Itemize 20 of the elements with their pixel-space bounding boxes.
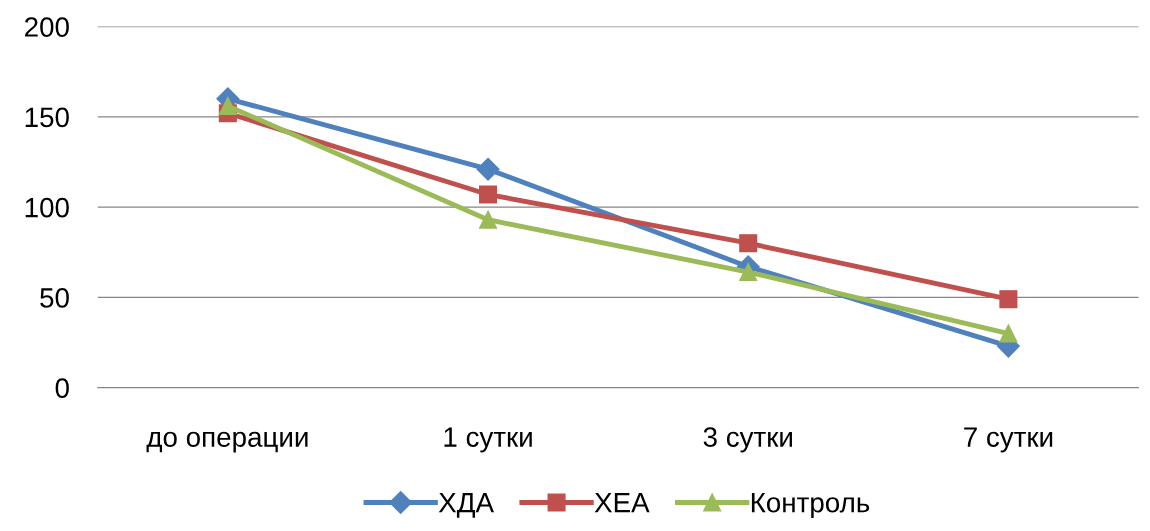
x-tick-label: 7 сутки [964, 427, 1053, 453]
x-tick-label: 3 сутки [703, 427, 792, 453]
point [999, 290, 1018, 309]
point [476, 157, 500, 181]
y-tick-label: 200 [25, 17, 69, 37]
legend-label: Контроль [751, 493, 870, 518]
x-tick-label: до операции [146, 431, 308, 453]
legend-label: ХЕА [594, 493, 650, 513]
point [999, 324, 1018, 343]
y-tick-label: 100 [25, 197, 69, 218]
point [479, 210, 498, 229]
point [739, 234, 758, 253]
y-tick-label: 150 [25, 107, 69, 128]
point [218, 96, 237, 116]
point [739, 263, 758, 282]
point [479, 185, 498, 204]
x-tick-label: 1 сутки [444, 427, 532, 453]
y-tick-label: 50 [40, 288, 69, 308]
legend-label: ХДА [438, 493, 494, 518]
y-tick-label: 0 [55, 378, 69, 398]
